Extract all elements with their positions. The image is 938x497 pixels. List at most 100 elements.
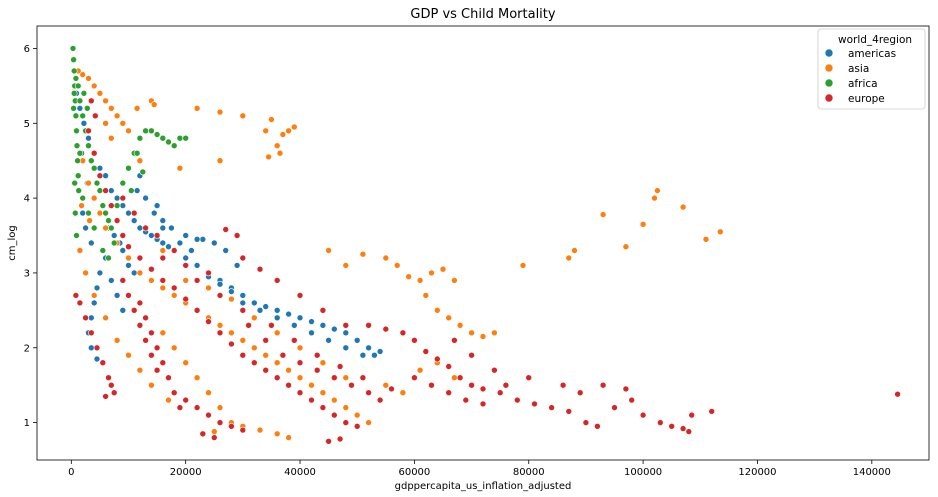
data-point [702, 236, 710, 243]
data-point [148, 232, 155, 239]
y-tick-label: 6 [24, 44, 30, 55]
data-point [582, 419, 590, 426]
data-point [182, 359, 189, 367]
data-point [216, 321, 224, 329]
scatter-points [69, 45, 901, 445]
data-point [159, 284, 167, 292]
data-point [82, 314, 89, 322]
x-tick-label: 40000 [284, 467, 316, 478]
data-point [182, 396, 189, 404]
data-point [622, 385, 630, 393]
data-point [148, 127, 155, 135]
legend: world_4region americas asia africa europe [817, 28, 926, 110]
x-tick-label: 20000 [170, 467, 202, 478]
plot-frame [36, 25, 930, 461]
data-point [228, 329, 235, 337]
data-point [108, 187, 115, 194]
data-point [468, 329, 475, 337]
data-point [108, 277, 115, 284]
data-point [108, 105, 115, 112]
data-point [296, 344, 304, 352]
data-point [296, 389, 304, 397]
y-tick-label: 1 [24, 418, 30, 429]
data-point [342, 321, 350, 329]
data-point [73, 232, 80, 239]
chart-title: GDP vs Child Mortality [410, 7, 555, 22]
data-point [102, 97, 109, 105]
data-point [193, 105, 201, 112]
data-point [86, 217, 93, 224]
data-point [216, 280, 224, 288]
data-point [165, 396, 172, 404]
data-point [319, 404, 327, 411]
data-point [159, 359, 167, 367]
data-point [519, 262, 527, 269]
data-point [216, 292, 224, 299]
data-point [113, 194, 121, 202]
data-point [130, 217, 138, 224]
data-point [159, 277, 167, 284]
data-point [313, 351, 321, 359]
data-point [76, 149, 84, 157]
x-tick-label: 140000 [853, 467, 891, 478]
data-point [153, 366, 161, 374]
data-point [599, 381, 607, 389]
data-point [90, 149, 98, 157]
data-point [216, 419, 224, 426]
data-point [119, 247, 127, 254]
data-point [330, 396, 338, 404]
legend-box [817, 28, 926, 110]
data-point [113, 336, 121, 344]
data-point [239, 306, 247, 314]
data-point [159, 224, 167, 232]
data-point [376, 396, 384, 404]
data-point [296, 292, 304, 299]
data-point [211, 434, 218, 441]
data-point [82, 269, 89, 277]
data-point [445, 389, 453, 397]
data-point [96, 269, 104, 277]
data-point [433, 306, 441, 314]
data-point [96, 90, 104, 97]
data-point [239, 292, 247, 299]
data-point [193, 404, 201, 411]
data-point [70, 56, 77, 64]
data-point [268, 116, 275, 123]
data-point [688, 411, 696, 419]
data-point [251, 344, 258, 352]
series-africa [69, 45, 189, 262]
data-point [708, 408, 716, 415]
data-point [170, 142, 178, 149]
data-point [93, 179, 101, 187]
data-point [228, 340, 235, 348]
legend-marker-americas [824, 48, 834, 58]
data-point [136, 299, 144, 307]
data-point [110, 389, 118, 397]
data-point [513, 396, 521, 404]
data-point [193, 374, 201, 382]
data-point [136, 321, 144, 329]
data-point [376, 348, 384, 355]
data-point [256, 426, 264, 434]
data-point [93, 355, 101, 363]
data-point [136, 224, 144, 232]
data-point [170, 247, 178, 254]
data-point [205, 411, 212, 419]
data-point [428, 381, 435, 389]
data-point [105, 217, 112, 224]
data-point [125, 164, 132, 172]
data-point [679, 425, 687, 432]
data-point [462, 396, 470, 404]
legend-label-europe: europe [848, 93, 885, 105]
data-point [96, 187, 104, 194]
data-point [628, 396, 636, 404]
data-point [176, 164, 184, 172]
data-point [88, 157, 95, 164]
data-point [325, 336, 332, 344]
data-point [102, 187, 109, 194]
data-point [296, 314, 304, 322]
data-point [342, 419, 350, 426]
data-point [170, 284, 178, 292]
data-point [71, 179, 78, 187]
data-point [102, 224, 109, 232]
